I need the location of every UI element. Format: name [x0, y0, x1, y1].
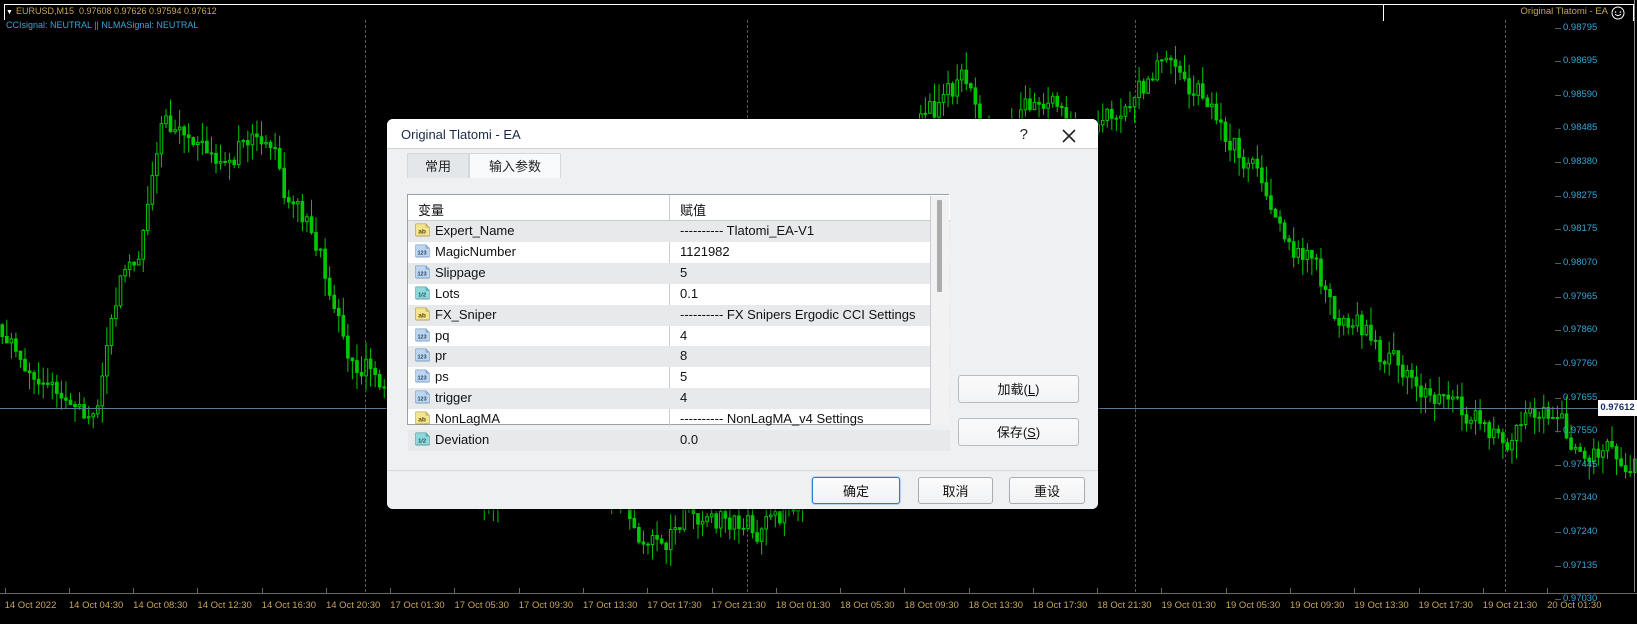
svg-text:1/2: 1/2	[418, 292, 426, 298]
svg-text:123: 123	[418, 334, 427, 340]
svg-text:123: 123	[418, 376, 427, 382]
svg-text:123: 123	[418, 251, 427, 257]
svg-text:123: 123	[418, 355, 427, 361]
svg-text:ab: ab	[418, 229, 426, 236]
svg-text:ab: ab	[418, 312, 426, 319]
svg-text:123: 123	[418, 271, 427, 277]
svg-text:1/2: 1/2	[418, 439, 426, 445]
svg-text:ab: ab	[418, 417, 426, 424]
svg-text:123: 123	[418, 397, 427, 403]
